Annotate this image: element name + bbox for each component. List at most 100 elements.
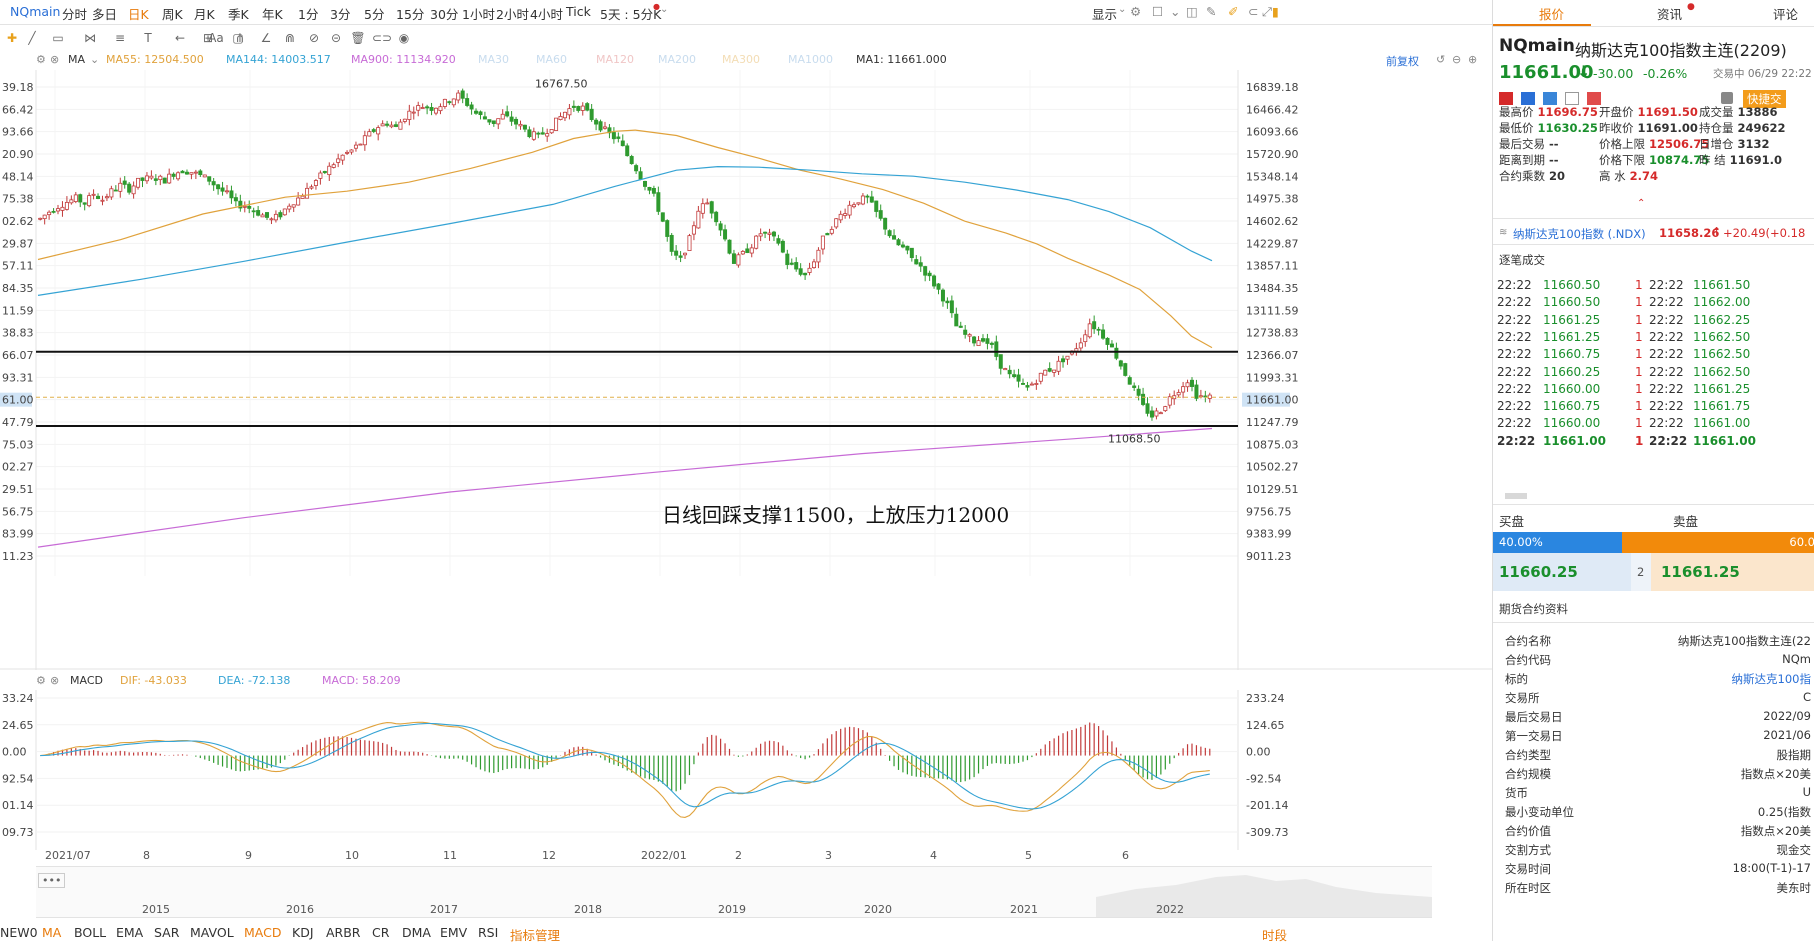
tab-quote[interactable]: 报价: [1539, 7, 1565, 22]
edit-icon[interactable]: ✎: [1206, 4, 1217, 19]
period-tab-7[interactable]: 1分: [298, 7, 319, 22]
ma30-label[interactable]: MA30: [478, 53, 510, 66]
ma-type-label[interactable]: MA: [68, 53, 86, 66]
measure-icon[interactable]: ⊞: [202, 31, 214, 45]
time-segment-button[interactable]: 时段: [1262, 928, 1288, 943]
channel-icon[interactable]: ≡: [114, 31, 126, 45]
dea-label[interactable]: DEA: -72.138: [218, 674, 291, 687]
period-tab-6[interactable]: 年K: [262, 7, 283, 22]
eraser-icon[interactable]: ⊝: [330, 31, 342, 45]
line-icon[interactable]: ╱: [28, 31, 36, 45]
period-tab-10[interactable]: 15分: [396, 7, 425, 22]
indicator-tab-2[interactable]: BOLL: [74, 925, 107, 940]
lightning-icon[interactable]: [1521, 92, 1535, 105]
range-navigator[interactable]: ••• 2015 2016 2017 2018 2019 2020 2021 2022: [36, 866, 1432, 918]
panel-toggle-icon[interactable]: ▮: [1272, 4, 1279, 19]
period-tab-8[interactable]: 3分: [330, 7, 351, 22]
indicator-tab-3[interactable]: EMA: [116, 925, 144, 940]
favorite-icon[interactable]: [1587, 92, 1601, 105]
settings-icon[interactable]: ⚙: [36, 53, 46, 66]
period-tab-9[interactable]: 5分: [364, 7, 385, 22]
period-tab-0[interactable]: 分时: [62, 7, 88, 22]
fib-icon[interactable]: ⋈: [84, 31, 96, 45]
adjust-button[interactable]: 前复权: [1386, 55, 1419, 68]
ma900-label[interactable]: MA900: 11134.920: [351, 53, 456, 66]
cycle-icon[interactable]: ⊘: [308, 31, 320, 45]
display-menu[interactable]: 显示: [1092, 7, 1118, 22]
indicator-tab-4[interactable]: SAR: [154, 925, 180, 940]
font-icon[interactable]: Aa: [208, 31, 224, 45]
close-icon[interactable]: ⊗: [50, 674, 60, 687]
navigator-handle[interactable]: •••: [38, 873, 66, 888]
ask-box[interactable]: 11661.25: [1651, 553, 1814, 591]
ma55-label[interactable]: MA55: 12504.500: [106, 53, 204, 66]
dif-label[interactable]: DIF: -43.033: [120, 674, 187, 687]
scroll-handle[interactable]: [1505, 493, 1527, 499]
indicator-tab-10[interactable]: DMA: [402, 925, 431, 940]
macd-value-label[interactable]: MACD: 58.209: [322, 674, 401, 687]
magnet-icon[interactable]: ⊂: [1248, 4, 1259, 19]
gear-icon[interactable]: ⚙: [1130, 4, 1142, 19]
ma144-label[interactable]: MA144: 14003.517: [226, 53, 331, 66]
minus-icon[interactable]: ⊖: [1452, 53, 1462, 66]
quick-trade-button[interactable]: 快捷交: [1743, 90, 1786, 108]
arrow-icon[interactable]: ←: [174, 31, 186, 45]
lock-icon[interactable]: ⊂⊃: [372, 31, 393, 45]
rect-icon[interactable]: ▭: [52, 31, 64, 45]
crosshair-icon[interactable]: ✚: [6, 31, 18, 45]
refresh-icon[interactable]: ↺: [1436, 53, 1446, 66]
macd-chart[interactable]: 33.24 233.24 24.65 124.65 0.00 0.00 92.54 -92.5…: [0, 690, 1492, 850]
chevron-down-icon[interactable]: ⌄: [1118, 4, 1127, 15]
period-tab-13[interactable]: 2小时: [496, 7, 529, 22]
index-name[interactable]: 纳斯达克100指数 (.NDX): [1513, 227, 1646, 241]
period-tab-12[interactable]: 1小时: [462, 7, 495, 22]
camera-icon[interactable]: ◫: [1186, 4, 1198, 19]
pen-icon[interactable]: ✐: [1228, 4, 1239, 19]
indicator-tab-1[interactable]: MA: [42, 925, 62, 940]
symbol-label[interactable]: NQmain: [10, 4, 61, 19]
period-tab-1[interactable]: 多日: [92, 7, 118, 22]
tab-comments[interactable]: 评论: [1773, 7, 1799, 22]
info-value[interactable]: 纳斯达克100指: [1731, 672, 1811, 686]
period-tab-14[interactable]: 4小时: [530, 7, 563, 22]
chart-icon[interactable]: [1543, 92, 1557, 105]
ma120-label[interactable]: MA120: [596, 53, 635, 66]
indicator-tab-7[interactable]: KDJ: [292, 925, 314, 940]
text-icon[interactable]: T: [144, 31, 152, 45]
period-tab-5[interactable]: 季K: [228, 7, 249, 22]
settings-icon[interactable]: ⚙: [36, 674, 46, 687]
period-tab-4[interactable]: 月K: [194, 7, 215, 22]
bid-box[interactable]: 11660.25: [1493, 553, 1631, 591]
indicator-tab-11[interactable]: EMV: [440, 925, 468, 940]
ma200-label[interactable]: MA200: [658, 53, 697, 66]
chevron-down-icon[interactable]: ⌄: [90, 53, 100, 66]
arc-icon[interactable]: ⋒: [284, 31, 296, 45]
note-icon[interactable]: [1565, 92, 1579, 105]
period-tab-16[interactable]: 5天 : 5分K: [600, 7, 662, 22]
ma300-label[interactable]: MA300: [722, 53, 761, 66]
tab-news[interactable]: 资讯: [1657, 7, 1683, 22]
indicator-tab-0[interactable]: NEW0: [0, 925, 38, 940]
period-tab-3[interactable]: 周K: [162, 7, 183, 22]
annotation-text[interactable]: 日线回踩支撑11500，上放压力12000: [662, 503, 1009, 527]
period-tab-11[interactable]: 30分: [430, 7, 459, 22]
fullscreen-icon[interactable]: ⤢: [1262, 4, 1273, 19]
indicator-tab-5[interactable]: MAVOL: [190, 925, 234, 940]
square-icon[interactable]: ☐: [1152, 4, 1164, 19]
plus-icon[interactable]: ⊕: [1468, 53, 1478, 66]
indicator-tab-13[interactable]: 指标管理: [510, 928, 561, 943]
chevron-down-icon[interactable]: ⌄: [660, 4, 669, 15]
ma60-label[interactable]: MA60: [536, 53, 568, 66]
pencil-icon[interactable]: ∠: [260, 31, 272, 45]
pitchfork-icon[interactable]: ⋔: [234, 31, 246, 45]
close-icon[interactable]: ⊗: [50, 53, 60, 66]
chevron-up-icon[interactable]: ⌃: [1637, 198, 1646, 209]
period-tab-15[interactable]: Tick: [566, 4, 591, 19]
bell-icon[interactable]: [1721, 92, 1733, 104]
ma1-label[interactable]: MA1: 11661.000: [856, 53, 947, 66]
indicator-tab-8[interactable]: ARBR: [326, 925, 361, 940]
indicator-tab-9[interactable]: CR: [372, 925, 390, 940]
candlestick-chart[interactable]: 39.18 66.42 93.66 20.90 48.14 75.38 02.62 29.87…: [0, 70, 1492, 670]
chevron-down-icon[interactable]: ⌄: [1170, 4, 1181, 19]
period-tab-2[interactable]: 日K: [128, 7, 149, 22]
